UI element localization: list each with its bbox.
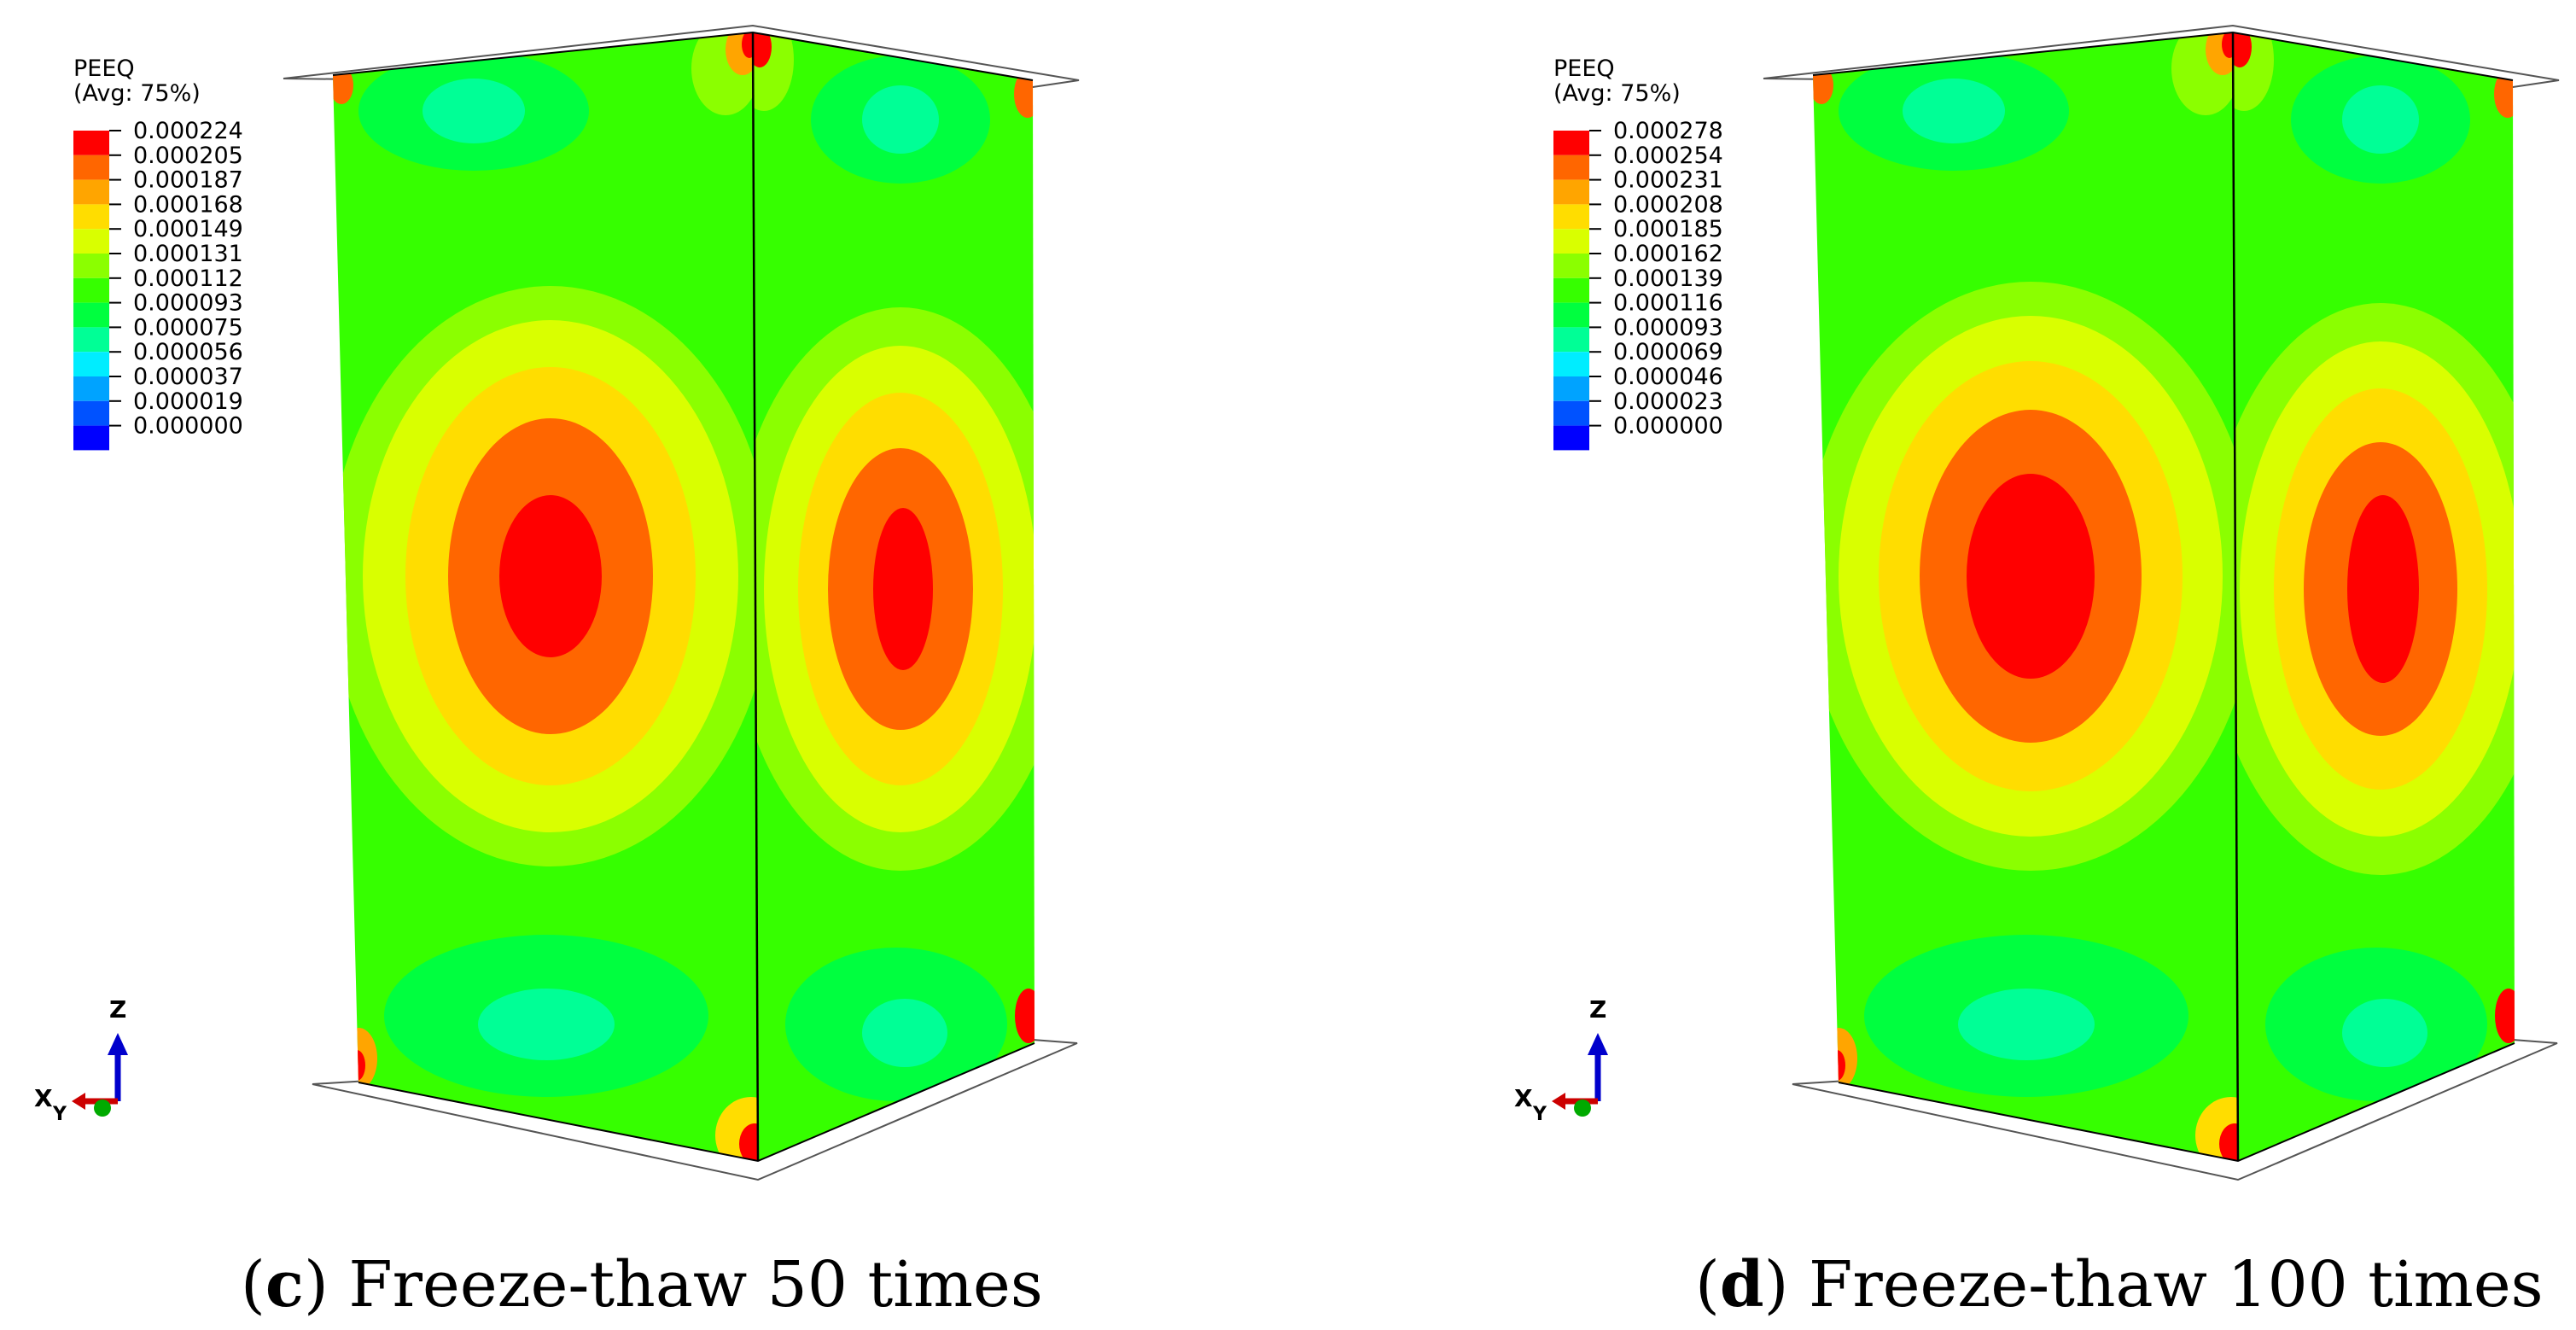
- legend-label: 0.000185: [1613, 216, 1723, 242]
- legend-label: 0.000168: [133, 191, 243, 218]
- legend-title: PEEQ: [73, 55, 135, 82]
- legend-label: 0.000046: [1613, 364, 1723, 390]
- legend-swatch: [73, 277, 109, 303]
- legend-label: 0.000112: [133, 265, 243, 292]
- legend-subtitle: (Avg: 75%): [1553, 80, 1681, 107]
- side-face-c: [753, 32, 1034, 1161]
- legend-label: 0.000093: [1613, 314, 1723, 341]
- axis-triad-d: Z X Y: [1514, 995, 1608, 1125]
- side-face-d: [2233, 32, 2515, 1161]
- legend-label: 0.000187: [133, 167, 243, 194]
- legend-labels: 0.000278 0.000254 0.000231 0.000208 0.00…: [1613, 118, 1723, 440]
- caption-d: (d) Freeze-thaw 100 times: [1695, 1248, 2544, 1321]
- legend-label: 0.000000: [1613, 413, 1723, 440]
- legend-swatch: [73, 204, 109, 230]
- legend-label: 0.000093: [133, 290, 243, 317]
- legend-c: PEEQ (Avg: 75%) 0.000224 0.000205 0.0001…: [73, 55, 243, 451]
- legend-label: 0.000205: [133, 143, 243, 169]
- legend-swatch: [1553, 327, 1589, 353]
- caption-open: (: [241, 1248, 265, 1321]
- legend-swatch: [1553, 376, 1589, 401]
- legend-subtitle: (Avg: 75%): [73, 80, 201, 107]
- axis-triad-c: Z X Y: [34, 995, 128, 1125]
- legend-label: 0.000000: [133, 413, 243, 440]
- legend-label: 0.000149: [133, 216, 243, 242]
- front-face-d: [1813, 32, 2238, 1161]
- legend-swatch: [73, 155, 109, 180]
- legend-swatch: [1553, 425, 1589, 451]
- legend-d: PEEQ (Avg: 75%) 0.000278 0.000254 0.0002…: [1553, 55, 1723, 451]
- legend-swatch: [1553, 155, 1589, 180]
- caption-close: ): [1764, 1248, 1789, 1321]
- x-arrow-icon: [1552, 1093, 1565, 1110]
- legend-label: 0.000224: [133, 118, 243, 144]
- legend-swatch: [73, 179, 109, 205]
- legend-label: 0.000278: [1613, 118, 1723, 144]
- legend-label: 0.000208: [1613, 191, 1723, 218]
- legend-label: 0.000019: [133, 388, 243, 415]
- legend-label: 0.000139: [1613, 265, 1723, 292]
- legend-swatch: [73, 400, 109, 426]
- legend-label: 0.000116: [1613, 290, 1723, 317]
- legend-label: 0.000131: [133, 241, 243, 267]
- legend-swatch: [73, 254, 109, 278]
- legend-swatch: [1553, 254, 1589, 278]
- legend-swatch: [73, 302, 109, 328]
- legend-swatch: [1553, 352, 1589, 376]
- legend-swatch: [1553, 131, 1589, 155]
- panel-c: PEEQ (Avg: 75%) 0.000224 0.000205 0.0001…: [34, 24, 1080, 1321]
- axis-label-y: Y: [52, 1104, 67, 1125]
- legend-label: 0.000056: [133, 339, 243, 365]
- legend-labels: 0.000224 0.000205 0.000187 0.000168 0.00…: [133, 118, 243, 440]
- legend-swatch: [73, 352, 109, 376]
- axis-label-x: X: [1514, 1084, 1533, 1112]
- caption-text: Freeze-thaw 100 times: [1789, 1248, 2544, 1321]
- legend-label: 0.000075: [133, 314, 243, 341]
- legend-label: 0.000254: [1613, 143, 1723, 169]
- axis-label-x: X: [34, 1084, 53, 1112]
- y-arrow-icon: [1574, 1100, 1591, 1117]
- caption-open: (: [1695, 1248, 1720, 1321]
- vertical-edge: [2231, 32, 2240, 1162]
- caption-letter: c: [265, 1248, 304, 1321]
- legend-swatch: [73, 425, 109, 451]
- legend-swatches: [1553, 130, 1601, 451]
- legend-swatch: [73, 229, 109, 254]
- legend-swatch: [1553, 400, 1589, 426]
- z-arrow-icon: [108, 1033, 128, 1055]
- legend-swatch: [73, 327, 109, 353]
- front-face-c: [333, 32, 758, 1161]
- legend-swatch: [1553, 179, 1589, 205]
- legend-swatch: [73, 376, 109, 401]
- legend-label: 0.000231: [1613, 167, 1723, 194]
- legend-swatch: [1553, 204, 1589, 230]
- caption-text: Freeze-thaw 50 times: [329, 1248, 1043, 1321]
- z-arrow-icon: [1588, 1033, 1608, 1055]
- legend-label: 0.000162: [1613, 241, 1723, 267]
- vertical-edge: [751, 32, 760, 1162]
- axis-label-y: Y: [1532, 1104, 1547, 1125]
- axis-label-z: Z: [1589, 995, 1606, 1024]
- legend-label: 0.000069: [1613, 339, 1723, 365]
- bottom-edge: [358, 1042, 1035, 1163]
- y-arrow-icon: [94, 1100, 111, 1117]
- legend-swatch: [1553, 229, 1589, 254]
- legend-swatch: [1553, 302, 1589, 328]
- caption-c: (c) Freeze-thaw 50 times: [241, 1248, 1043, 1321]
- x-arrow-icon: [72, 1093, 85, 1110]
- axis-label-z: Z: [109, 995, 126, 1024]
- caption-close: ): [304, 1248, 329, 1321]
- legend-swatches: [73, 130, 121, 451]
- caption-letter: d: [1720, 1248, 1764, 1321]
- legend-label: 0.000023: [1613, 388, 1723, 415]
- legend-swatch: [1553, 277, 1589, 303]
- legend-title: PEEQ: [1553, 55, 1615, 82]
- panel-d: PEEQ (Avg: 75%) 0.000278 0.000254 0.0002…: [1514, 24, 2560, 1321]
- bottom-edge: [1838, 1042, 2515, 1163]
- legend-label: 0.000037: [133, 364, 243, 390]
- legend-swatch: [73, 131, 109, 155]
